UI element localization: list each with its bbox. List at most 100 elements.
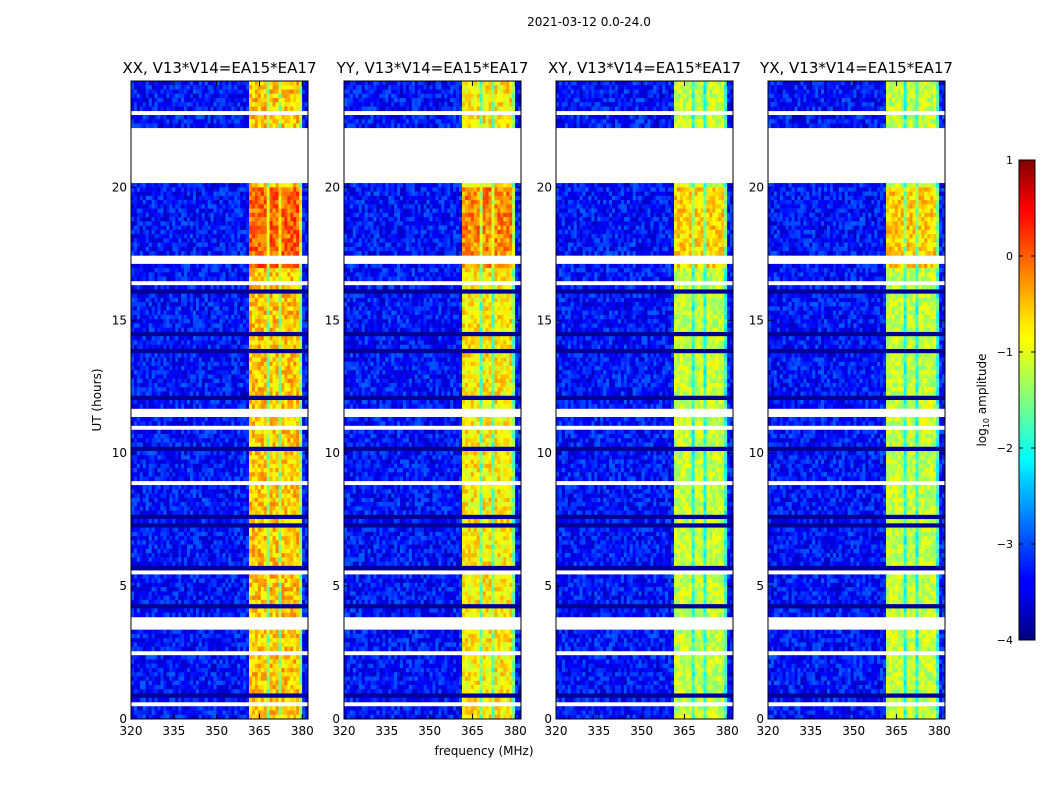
heatmap-cell	[302, 209, 305, 214]
heatmap-cell	[134, 209, 137, 214]
heatmap-cell	[187, 85, 190, 90]
heatmap-cell	[143, 213, 146, 218]
heatmap-cell	[252, 226, 255, 231]
heatmap-cell	[155, 251, 158, 256]
heatmap-cell	[143, 234, 146, 239]
heatmap-cell	[281, 221, 284, 226]
heatmap-cell	[220, 85, 223, 90]
heatmap-cell	[243, 187, 246, 192]
heatmap-cell	[267, 268, 270, 273]
heatmap-cell	[155, 192, 158, 197]
heatmap-cell	[228, 243, 231, 248]
heatmap-cell	[163, 209, 166, 214]
heatmap-cell	[237, 221, 240, 226]
heatmap-cell	[222, 217, 225, 222]
heatmap-cell	[169, 187, 172, 192]
heatmap-cell	[273, 204, 276, 209]
heatmap-cell	[293, 243, 296, 248]
heatmap-cell	[155, 187, 158, 192]
heatmap-cell	[137, 221, 140, 226]
heatmap-cell	[193, 115, 196, 120]
heatmap-cell	[228, 238, 231, 243]
heatmap-cell	[296, 230, 299, 235]
heatmap-cell	[228, 234, 231, 239]
heatmap-cell	[231, 204, 234, 209]
heatmap-cell	[287, 90, 290, 95]
heatmap-cell	[246, 107, 249, 112]
heatmap-cell	[237, 230, 240, 235]
heatmap-cell	[261, 107, 264, 112]
heatmap-cell	[273, 209, 276, 214]
heatmap-cell	[140, 85, 143, 90]
heatmap-cell	[220, 243, 223, 248]
heatmap-cell	[146, 81, 149, 86]
heatmap-cell	[211, 98, 214, 103]
heatmap-cell	[249, 115, 252, 120]
heatmap-cell	[279, 98, 282, 103]
heatmap-cell	[184, 221, 187, 226]
heatmap-cell	[149, 187, 152, 192]
heatmap-cell	[149, 213, 152, 218]
heatmap-cell	[243, 85, 246, 90]
heatmap-cell	[299, 243, 302, 248]
heatmap-cell	[220, 264, 223, 269]
heatmap-cell	[293, 264, 296, 269]
heatmap-cell	[199, 272, 202, 277]
heatmap-cell	[172, 124, 175, 129]
heatmap-cell	[214, 221, 217, 226]
heatmap-cell	[284, 98, 287, 103]
heatmap-cell	[184, 115, 187, 120]
heatmap-cell	[152, 230, 155, 235]
heatmap-cell	[231, 85, 234, 90]
heatmap-cell	[249, 124, 252, 129]
heatmap-cell	[134, 243, 137, 248]
heatmap-cells	[131, 81, 308, 719]
heatmap-cell	[279, 209, 282, 214]
heatmap-cell	[196, 107, 199, 112]
heatmap-cell	[222, 187, 225, 192]
heatmap-cell	[270, 264, 273, 269]
heatmap-cell	[293, 200, 296, 205]
heatmap-cell	[208, 268, 211, 273]
heatmap-cell	[137, 209, 140, 214]
heatmap-cell	[231, 234, 234, 239]
heatmap-cell	[202, 230, 205, 235]
heatmap-cell	[252, 85, 255, 90]
heatmap-cell	[187, 268, 190, 273]
heatmap-cell	[217, 102, 220, 107]
heatmap-cell	[249, 107, 252, 112]
heatmap-cell	[193, 272, 196, 277]
heatmap-cell	[225, 187, 228, 192]
heatmap-cell	[187, 81, 190, 86]
heatmap-cell	[293, 94, 296, 99]
heatmap-cell	[193, 238, 196, 243]
heatmap-cell	[187, 272, 190, 277]
heatmap-cell	[196, 204, 199, 209]
heatmap-cell	[202, 119, 205, 124]
heatmap-cell	[281, 204, 284, 209]
heatmap-cell	[178, 272, 181, 277]
heatmap-cell	[252, 187, 255, 192]
heatmap-cell	[273, 183, 276, 188]
heatmap-cell	[225, 107, 228, 112]
heatmap-cell	[137, 196, 140, 201]
heatmap-cell	[158, 187, 161, 192]
heatmap-cell	[140, 209, 143, 214]
heatmap-cell	[208, 98, 211, 103]
heatmap-cell	[140, 272, 143, 277]
heatmap-cell	[270, 94, 273, 99]
heatmap-cell	[264, 102, 267, 107]
heatmap-cell	[267, 115, 270, 120]
heatmap-cell	[208, 251, 211, 256]
heatmap-cell	[196, 213, 199, 218]
heatmap-cell	[270, 119, 273, 124]
heatmap-cell	[163, 204, 166, 209]
heatmap-cell	[196, 209, 199, 214]
heatmap-cell	[281, 192, 284, 197]
heatmap-cell	[149, 98, 152, 103]
heatmap-cell	[225, 196, 228, 201]
heatmap-cell	[273, 102, 276, 107]
heatmap-cell	[214, 119, 217, 124]
heatmap-cell	[166, 204, 169, 209]
heatmap-cell	[175, 200, 178, 205]
